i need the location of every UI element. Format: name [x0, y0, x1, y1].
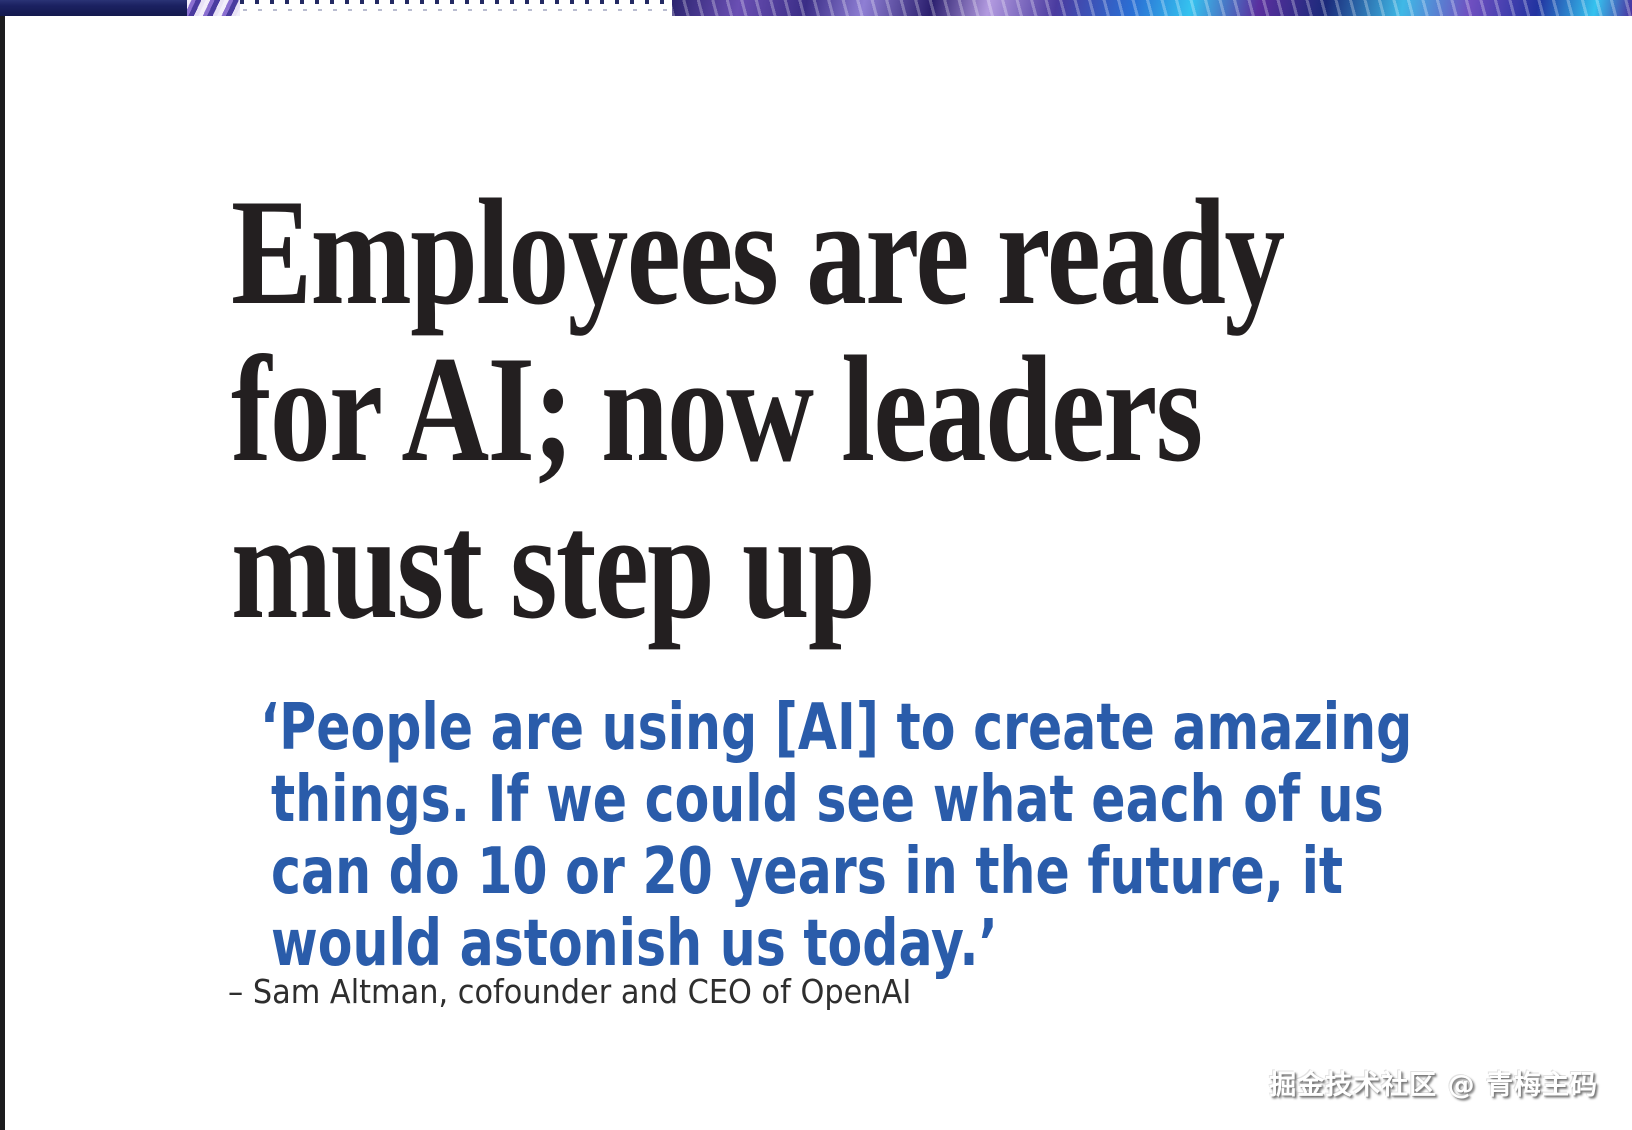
quote-line-1: ‘People are using [AI] to create amazing: [259, 691, 1413, 765]
quote-line-2: things. If we could see what each of us: [271, 763, 1384, 837]
top-decorative-image-strip: [0, 0, 1632, 16]
headline-line-1: Employees are ready: [231, 167, 1285, 336]
strip-navy-segment: [0, 0, 187, 16]
strip-diagonal-stripes-segment: [187, 0, 240, 16]
watermark-text: 掘金技术社区 @ 青梅主码: [1269, 1070, 1598, 1101]
quote-line-3: can do 10 or 20 years in the future, it: [271, 835, 1344, 909]
article-headline: Employees are ready for AI; now leaders …: [231, 167, 1285, 650]
headline-line-2: for AI; now leaders: [231, 324, 1203, 493]
quote-attribution: – Sam Altman, cofounder and CEO of OpenA…: [228, 972, 912, 1011]
left-edge-rule: [0, 0, 5, 1130]
strip-swirl-image-segment: [672, 0, 1632, 16]
quote-line-4: would astonish us today.’: [271, 907, 998, 981]
strip-dotted-segment: [240, 0, 672, 16]
headline-line-3: must step up: [231, 481, 876, 650]
pull-quote: ‘People are using [AI] to create amazing…: [259, 691, 1413, 981]
